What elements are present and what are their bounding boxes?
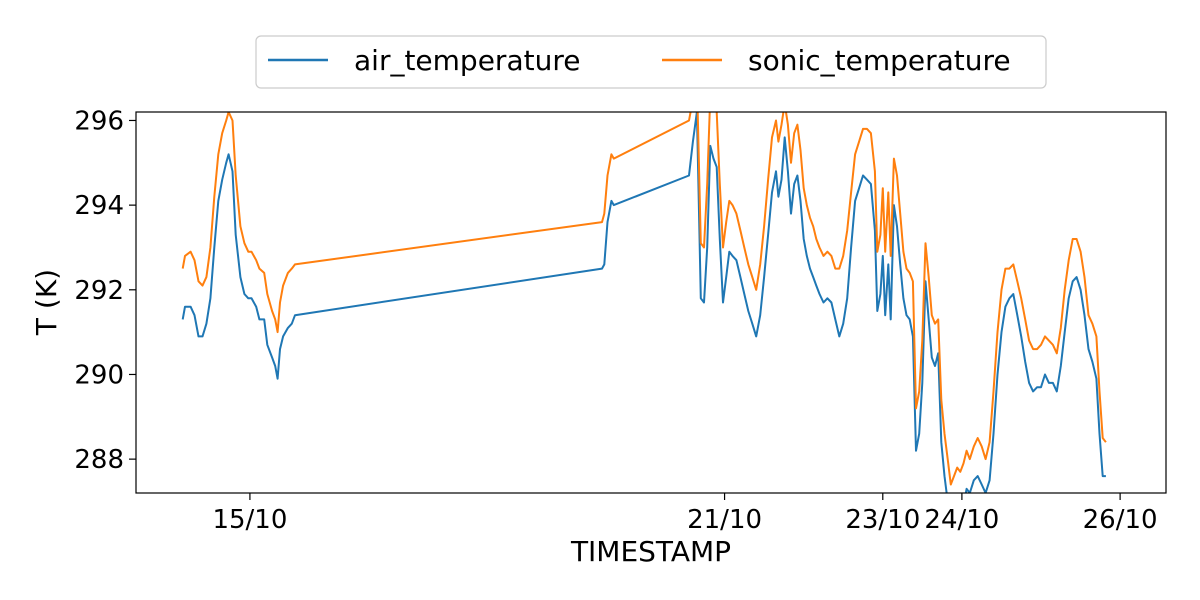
- legend-box: [255, 35, 1047, 89]
- x-tick-label: 24/10: [924, 505, 999, 535]
- y-axis-label: T (K): [30, 269, 63, 336]
- x-axis-label: TIMESTAMP: [570, 535, 731, 568]
- x-axis: 15/10 21/10 23/10 24/10 26/10: [212, 493, 1158, 535]
- y-axis: 288 290 292 294 296: [74, 106, 136, 475]
- y-tick-label: 296: [74, 106, 124, 136]
- y-tick-label: 290: [74, 360, 124, 390]
- legend: air_temperature sonic_temperature: [255, 35, 1047, 89]
- plot-frame: [135, 111, 1167, 494]
- x-tick-label: 26/10: [1083, 505, 1158, 535]
- y-tick-label: 288: [74, 445, 124, 475]
- series-line-air-temperature: [181, 112, 1106, 493]
- x-tick-label: 15/10: [212, 505, 287, 535]
- x-tick-label: 21/10: [687, 505, 762, 535]
- legend-label-sonic-temperature: sonic_temperature: [748, 44, 1011, 77]
- plot-area: [181, 112, 1107, 493]
- legend-label-air-temperature: air_temperature: [354, 44, 580, 77]
- y-tick-label: 292: [74, 276, 124, 306]
- series-line-sonic-temperature: [181, 112, 1107, 486]
- x-tick-label: 23/10: [845, 505, 920, 535]
- y-tick-label: 294: [74, 191, 124, 221]
